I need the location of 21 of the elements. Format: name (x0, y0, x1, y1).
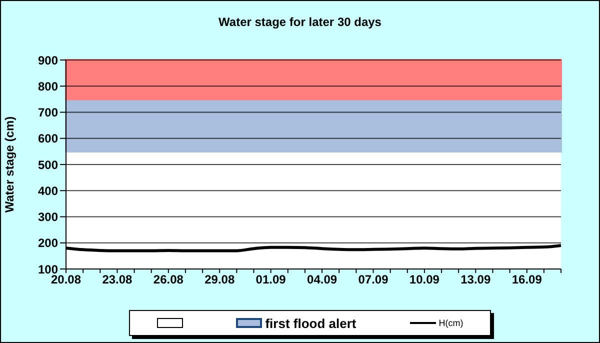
y-tick-label: 300 (38, 210, 58, 224)
legend-label: first flood alert (264, 316, 356, 330)
x-tick-label: 23.08 (102, 272, 133, 287)
y-axis-title: Water stage (cm) (2, 116, 16, 213)
x-tick-label: 01.09 (256, 272, 286, 287)
x-tick-label: 16.09 (512, 272, 542, 287)
y-tick-label: 500 (38, 158, 58, 172)
y-tick-label: 400 (38, 184, 58, 198)
y-tick-label: 600 (38, 132, 58, 146)
y-tick-label: 200 (38, 236, 58, 250)
legend-label: H(cm) (438, 318, 464, 328)
y-tick-label: 800 (38, 79, 58, 94)
x-tick-label: 10.09 (409, 272, 440, 287)
x-tick-label: 07.09 (358, 272, 389, 287)
chart-title: Water stage for later 30 days (218, 15, 382, 29)
x-tick-label: 29.08 (204, 272, 235, 287)
y-tick-label: 700 (38, 106, 58, 120)
x-tick-label: 04.09 (307, 272, 338, 287)
x-tick-label: 26.08 (153, 272, 184, 287)
x-tick-label: 13.09 (460, 272, 491, 287)
y-tick-label: 900 (38, 53, 58, 68)
